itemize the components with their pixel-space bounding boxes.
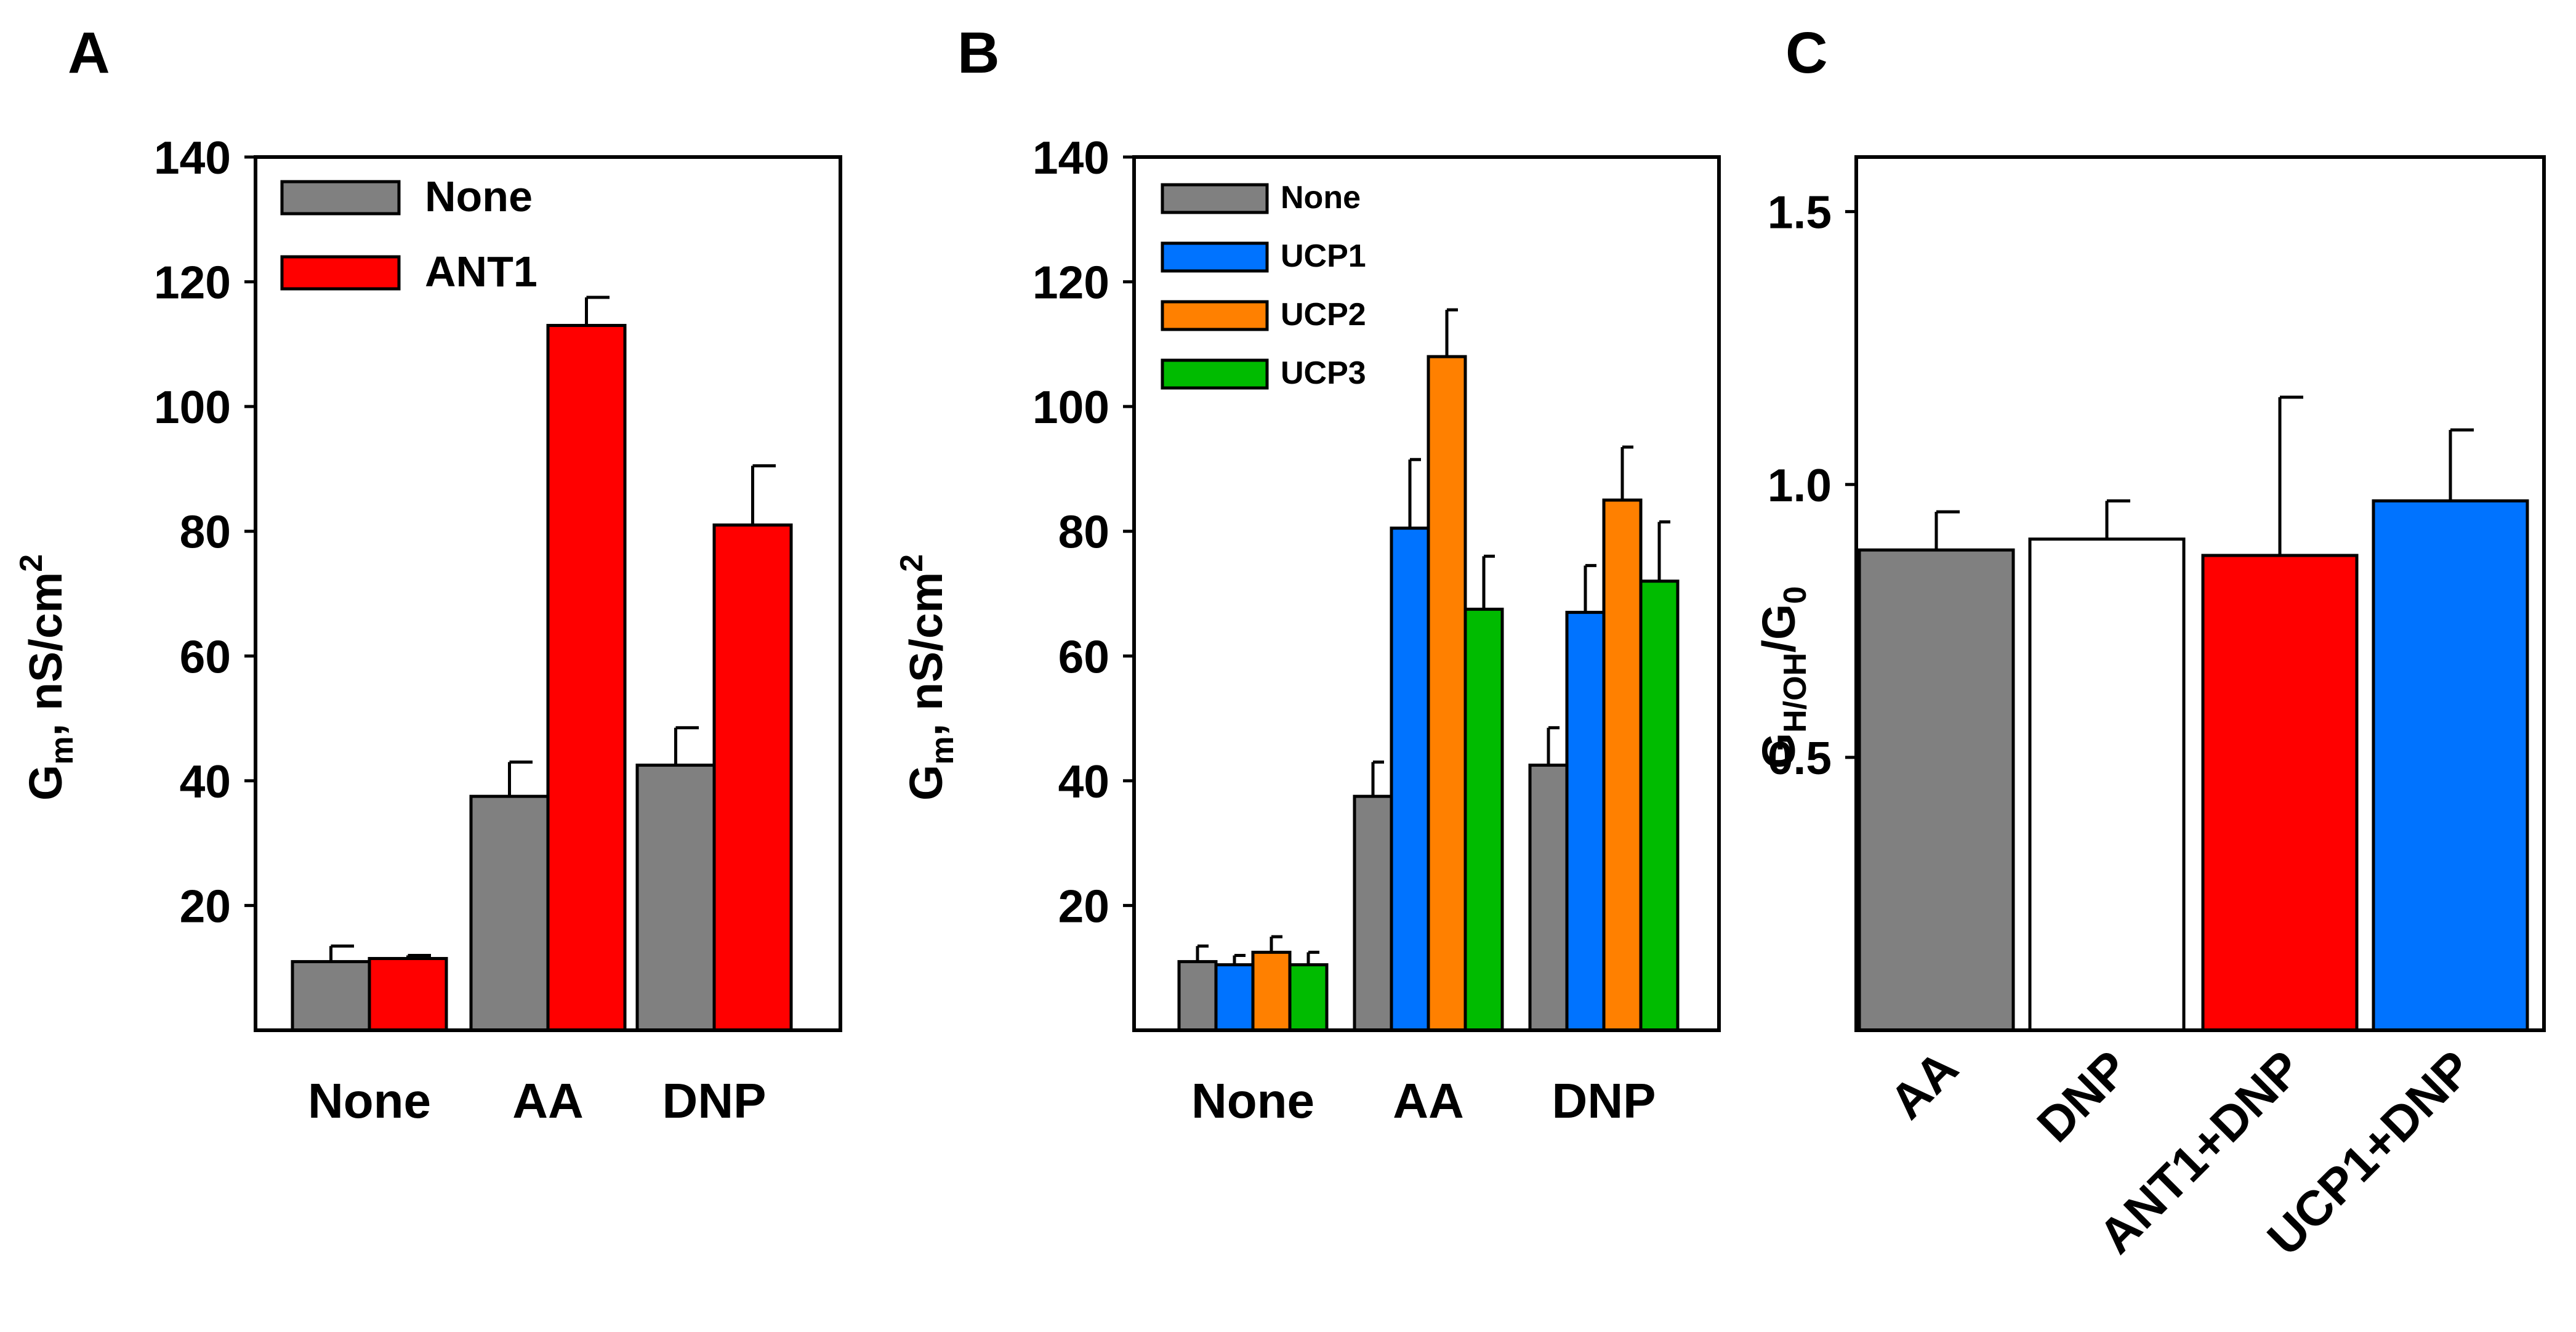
- y-label-sub-c: H/OH: [1777, 653, 1813, 733]
- legend-label-none: None: [1281, 180, 1361, 216]
- panel-label-a: A: [68, 20, 110, 86]
- bar-ant1-dnp: [2201, 554, 2359, 1032]
- legend-label-none: None: [425, 172, 533, 220]
- y-label-rest-a: , nS/cm: [20, 572, 71, 737]
- legend-label-ucp2: UCP2: [1281, 297, 1366, 333]
- bar-none-aa: [1353, 794, 1393, 1032]
- y-tick-label: 20: [1058, 880, 1109, 932]
- y-label-sub-b: m: [925, 737, 960, 765]
- bar-ucp2-aa: [1427, 355, 1467, 1032]
- y-label-sub2-c: 0: [1777, 586, 1813, 604]
- plot-frame-c: [1854, 155, 2546, 1032]
- legend-label-ant1: ANT1: [425, 248, 537, 296]
- bar-ucp1-aa: [1390, 527, 1430, 1032]
- y-tick-label: 120: [154, 257, 231, 309]
- y-tick-label: 100: [154, 381, 231, 433]
- y-tick-label: 60: [180, 631, 231, 682]
- svg-text:Gm, nS/cm2: Gm, nS/cm2: [894, 554, 960, 801]
- plot-frame-a: [254, 155, 842, 1032]
- category-label: None: [1191, 1073, 1314, 1128]
- legend-swatch-ucp1: [1161, 241, 1269, 273]
- y-tick-label: 20: [180, 880, 231, 932]
- y-axis-label-c: GH/OH/G0: [1753, 586, 1813, 769]
- bar-dnp: [2028, 537, 2186, 1032]
- bar-ucp3-none: [1288, 963, 1329, 1032]
- y-tick-label: 40: [1058, 756, 1109, 807]
- y-axis-label-b: Gm, nS/cm2: [894, 554, 960, 801]
- legend-swatch-none: [280, 180, 401, 216]
- y-tick-label: 40: [180, 756, 231, 807]
- y-label-main-a: G: [20, 765, 71, 801]
- bar-aa: [1858, 548, 2015, 1032]
- panel-c: C GH/OH/G0 0.51.01.5 AA DNPANT1+DNPUCP1+D…: [1753, 20, 2546, 1265]
- svg-text:GH/OH/G0: GH/OH/G0: [1753, 586, 1813, 769]
- y-label-sup-b: 2: [894, 554, 930, 572]
- legend-swatch-ucp2: [1161, 300, 1269, 331]
- y-label-sub-a: m: [44, 737, 80, 765]
- bar-none-aa: [469, 794, 550, 1032]
- bar-ant1-none: [368, 957, 448, 1032]
- bar-ucp3-dnp: [1639, 579, 1680, 1032]
- y-tick-label: 60: [1058, 631, 1109, 682]
- y-tick-label: 80: [180, 506, 231, 558]
- category-label: AA: [512, 1073, 584, 1128]
- y-label-main-c: G: [1753, 733, 1805, 769]
- bar-ant1-dnp: [712, 523, 793, 1032]
- legend-b: None UCP1 UCP2 UCP3: [1161, 180, 1366, 391]
- legend-label-ucp3: UCP3: [1281, 355, 1366, 391]
- y-tick-label: 140: [1032, 132, 1109, 184]
- panel-a: A Gm, nS/cm2 20 40 60 80 100 120 140 None AA DNP…: [14, 20, 842, 1128]
- y-tick-label: 100: [1032, 381, 1109, 433]
- category-label: None: [308, 1073, 431, 1128]
- legend-label-ucp1: UCP1: [1281, 238, 1366, 274]
- category-label: AA: [1393, 1073, 1464, 1128]
- category-label: DNP: [2027, 1040, 2139, 1152]
- bar-none-none: [291, 960, 371, 1032]
- bar-ucp1-dnp: [2372, 499, 2529, 1032]
- category-label: DNP: [662, 1073, 767, 1128]
- y-label-main-b: G: [900, 765, 952, 801]
- y-tick-label: 120: [1032, 257, 1109, 309]
- panel-b: B Gm, nS/cm2 20 40 60 80 100 120 140 None AA DNP…: [894, 20, 1721, 1128]
- legend-a: None ANT1: [280, 172, 537, 296]
- legend-swatch-ant1: [280, 255, 401, 291]
- bar-none-none: [1177, 960, 1218, 1032]
- svg-text:Gm, nS/cm2: Gm, nS/cm2: [14, 554, 80, 801]
- bar-ant1-aa: [546, 323, 627, 1032]
- category-label: AA: [1879, 1040, 1968, 1129]
- y-tick-label: 1.0: [1768, 459, 1832, 511]
- y-tick-label: 0.5: [1768, 732, 1832, 784]
- bar-none-dnp: [1528, 764, 1569, 1032]
- y-axis-label-a: Gm, nS/cm2: [14, 554, 80, 801]
- panel-label-c: C: [1785, 20, 1828, 86]
- y-tick-label: 1.5: [1768, 187, 1832, 238]
- y-tick-label: 140: [154, 132, 231, 184]
- plot-frame-b: [1132, 155, 1721, 1032]
- panel-label-b: B: [957, 20, 1000, 86]
- bar-ucp2-none: [1251, 950, 1292, 1032]
- bar-ucp1-none: [1214, 963, 1255, 1032]
- legend-swatch-ucp3: [1161, 358, 1269, 390]
- bar-none-dnp: [635, 764, 716, 1032]
- bar-ucp2-dnp: [1602, 498, 1643, 1032]
- bar-ucp3-aa: [1463, 607, 1504, 1032]
- y-label-rest-b: , nS/cm: [900, 572, 952, 737]
- y-tick-label: 80: [1058, 506, 1109, 558]
- y-label-sup-a: 2: [14, 554, 49, 572]
- bar-ucp1-dnp: [1565, 610, 1606, 1032]
- category-label: DNP: [1552, 1073, 1656, 1128]
- y-label-rest-c: /G: [1753, 604, 1805, 653]
- legend-swatch-none: [1161, 183, 1269, 214]
